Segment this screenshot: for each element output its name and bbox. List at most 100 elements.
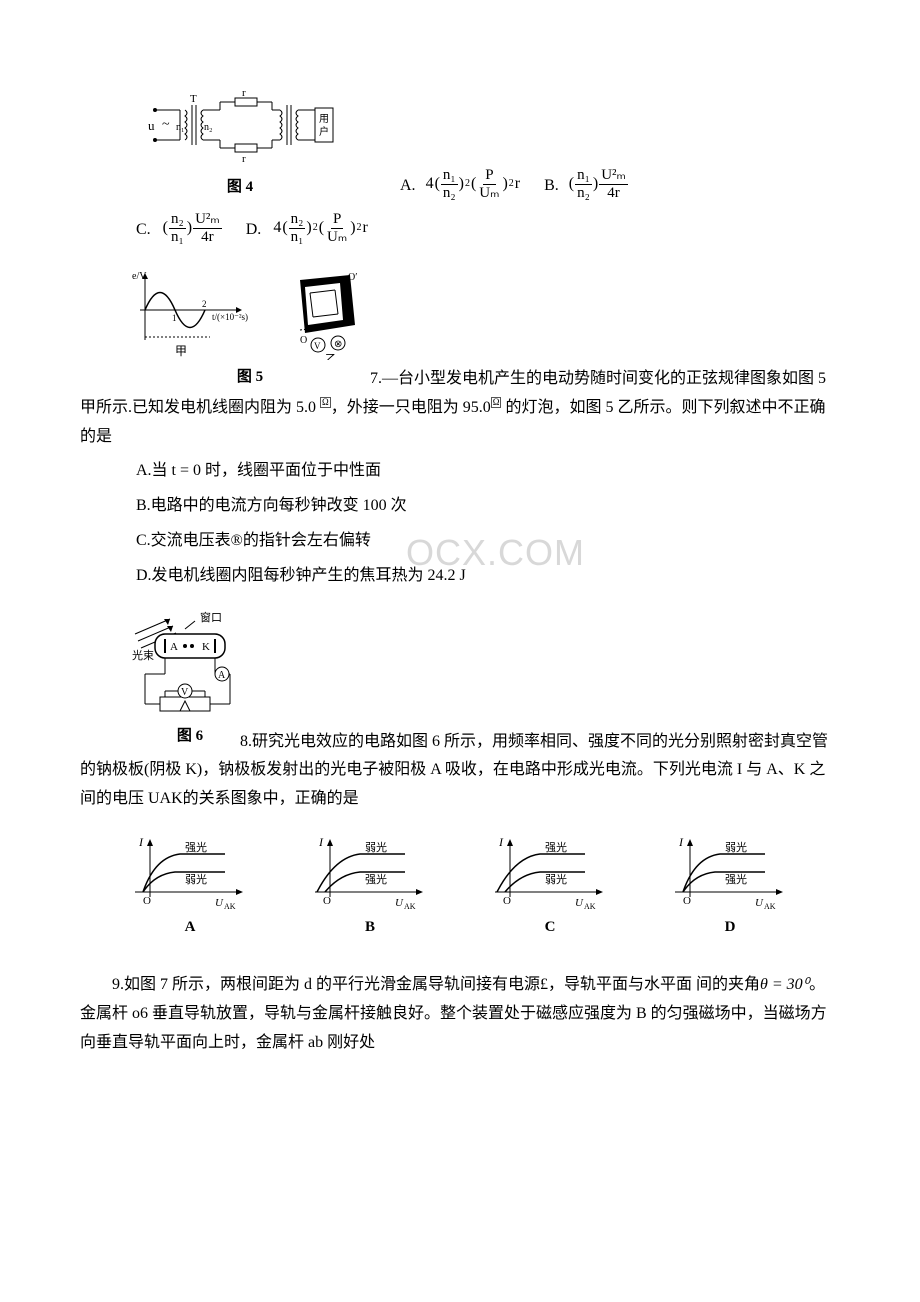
num: n₁ bbox=[441, 167, 458, 185]
svg-text:A: A bbox=[170, 641, 178, 653]
num: U²ₘ bbox=[193, 211, 222, 229]
ohm-icon: Ω bbox=[491, 397, 502, 408]
svg-text:A: A bbox=[218, 670, 226, 681]
q8-text: 8.研究光电效应的电路如图 6 所示，用频率相同、强度不同的光分别照射密封真空管… bbox=[80, 728, 840, 814]
num: n₁ bbox=[575, 167, 592, 185]
ohm-icon: Ω bbox=[320, 397, 331, 408]
pow: 2 bbox=[313, 219, 318, 237]
option-C-D-row: C. (n₂n₁)U²ₘ4r D. 4(n₂n₁)2(PUₘ)2r bbox=[136, 211, 840, 245]
fig5-svg: e/V 1 2 t/(×10⁻²s) 甲 O′ O V ⊗ 乙 bbox=[130, 265, 370, 360]
q7-opt-B: B.电路中的电流方向每秒钟改变 100 次 bbox=[136, 492, 840, 521]
svg-text:U: U bbox=[395, 897, 404, 909]
opt-D-label: D. bbox=[246, 216, 262, 245]
svg-text:t/(×10⁻²s): t/(×10⁻²s) bbox=[212, 312, 248, 322]
coef: 4 bbox=[426, 170, 434, 199]
svg-text:弱光: 弱光 bbox=[545, 872, 567, 886]
svg-text:强光: 强光 bbox=[725, 872, 747, 886]
svg-text:n₁: n₁ bbox=[176, 122, 185, 133]
opt-C-label: C. bbox=[136, 216, 151, 245]
svg-text:强光: 强光 bbox=[185, 840, 207, 854]
num: n₂ bbox=[289, 211, 306, 229]
fig4-and-options-row: u ~ n₁ n₂ T r r bbox=[140, 80, 840, 201]
svg-text:I: I bbox=[318, 835, 324, 849]
svg-text:AK: AK bbox=[224, 902, 236, 911]
den: n₁ bbox=[289, 229, 306, 246]
q8-graph-D: I O UAK 弱光 强光 D bbox=[665, 832, 795, 941]
opt-C-formula: (n₂n₁)U²ₘ4r bbox=[163, 211, 222, 245]
fig6-svg: 光束 窗口 A K A V bbox=[130, 609, 250, 719]
den: 4r bbox=[199, 229, 216, 246]
svg-text:V: V bbox=[314, 341, 321, 351]
svg-text:r: r bbox=[242, 153, 246, 165]
svg-text:1: 1 bbox=[172, 313, 177, 323]
den: Uₘ bbox=[477, 185, 501, 202]
svg-text:I: I bbox=[678, 835, 684, 849]
svg-text:r: r bbox=[242, 87, 246, 99]
svg-text:弱光: 弱光 bbox=[185, 872, 207, 886]
den: 4r bbox=[605, 185, 622, 202]
q8-graph-C: I O UAK 强光 弱光 C bbox=[485, 832, 615, 941]
svg-text:U: U bbox=[755, 897, 764, 909]
q7-opt-C: C.交流电压表®的指针会左右偏转 OCX.COM bbox=[136, 527, 840, 556]
svg-text:O: O bbox=[143, 895, 151, 907]
q8-body: 8.研究光电效应的电路如图 6 所示，用频率相同、强度不同的光分别照射密封真空管… bbox=[80, 733, 828, 808]
ylabel: e/V bbox=[132, 271, 147, 282]
pow: 2 bbox=[509, 175, 514, 193]
num: P bbox=[331, 211, 343, 229]
svg-text:U: U bbox=[575, 897, 584, 909]
opt-D-formula: 4(n₂n₁)2(PUₘ)2r bbox=[273, 211, 368, 245]
svg-text:乙: 乙 bbox=[325, 352, 337, 360]
svg-text:V: V bbox=[181, 687, 189, 698]
opt-A-formula: 4(n₁n₂)2(PUₘ)2r bbox=[426, 167, 521, 201]
svg-text:O: O bbox=[300, 335, 307, 346]
pow: 2 bbox=[357, 219, 362, 237]
q7-mid: ，外接一只电阻为 95.0 bbox=[331, 399, 491, 416]
num: n₂ bbox=[169, 211, 186, 229]
q7-text: 7.—台小型发电机产生的电动势随时间变化的正弦规律图象如图 5 甲所示.已知发电… bbox=[80, 365, 840, 451]
q9-text: 9.如图 7 所示，两根间距为 d 的平行光滑金属导轨间接有电源£，导轨平面与水… bbox=[80, 971, 840, 1057]
fig4-caption: 图 4 bbox=[227, 174, 253, 201]
svg-text:窗口: 窗口 bbox=[200, 610, 222, 624]
den: Uₘ bbox=[325, 229, 349, 246]
q7-opt-A: A.当 t = 0 时，线圈平面位于中性面 bbox=[136, 457, 840, 486]
option-A-B-row: A. 4(n₁n₂)2(PUₘ)2r B. (n₁n₂)U²ₘ4r bbox=[400, 167, 628, 201]
svg-text:O: O bbox=[323, 895, 331, 907]
svg-text:I: I bbox=[498, 835, 504, 849]
svg-text:T: T bbox=[190, 93, 197, 105]
svg-text:U: U bbox=[215, 897, 224, 909]
q8-graphs-row: I O UAK 强光 弱光 A I O UAK 弱光 强光 B bbox=[100, 832, 820, 941]
svg-text:n₂: n₂ bbox=[204, 122, 213, 133]
q8-C-label: C bbox=[545, 914, 556, 941]
svg-text:2: 2 bbox=[202, 299, 207, 309]
q8-A-label: A bbox=[185, 914, 196, 941]
svg-text:光束: 光束 bbox=[132, 648, 154, 662]
svg-text:u: u bbox=[148, 118, 155, 133]
svg-text:AK: AK bbox=[404, 902, 416, 911]
svg-text:AK: AK bbox=[764, 902, 776, 911]
svg-text:K: K bbox=[202, 641, 210, 653]
q8-B-label: B bbox=[365, 914, 375, 941]
num: P bbox=[483, 167, 495, 185]
pow: 2 bbox=[465, 175, 470, 193]
svg-text:~: ~ bbox=[162, 117, 170, 132]
svg-text:弱光: 弱光 bbox=[365, 840, 387, 854]
den: n₁ bbox=[169, 229, 186, 246]
svg-text:户: 户 bbox=[319, 125, 329, 138]
opt-A-label: A. bbox=[400, 172, 416, 201]
opt-B-formula: (n₁n₂)U²ₘ4r bbox=[569, 167, 628, 201]
q7-opt-C-text: C.交流电压表®的指针会左右偏转 bbox=[136, 532, 371, 549]
num: U²ₘ bbox=[599, 167, 628, 185]
svg-text:强光: 强光 bbox=[545, 840, 567, 854]
den: n₂ bbox=[575, 185, 592, 202]
q9-part1: 9.如图 7 所示，两根间距为 d 的平行光滑金属导轨间接有电源£，导轨平面与水… bbox=[112, 976, 760, 993]
coef: 4 bbox=[273, 214, 281, 243]
svg-text:I: I bbox=[138, 835, 144, 849]
svg-text:弱光: 弱光 bbox=[725, 840, 747, 854]
fig4-svg: u ~ n₁ n₂ T r r bbox=[140, 80, 340, 170]
figure-4: u ~ n₁ n₂ T r r bbox=[140, 80, 340, 201]
svg-text:O: O bbox=[683, 895, 691, 907]
tail: r bbox=[363, 214, 368, 243]
svg-text:用: 用 bbox=[319, 114, 329, 125]
jia-label: 甲 bbox=[175, 344, 187, 358]
svg-text:O′: O′ bbox=[348, 272, 357, 283]
